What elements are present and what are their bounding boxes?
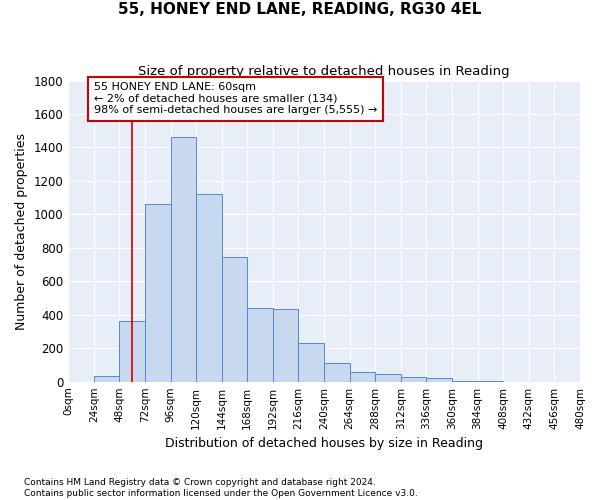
Bar: [247, 308, 273, 382]
Bar: [298, 343, 324, 382]
Bar: [119, 322, 145, 382]
Title: Size of property relative to detached houses in Reading: Size of property relative to detached ho…: [138, 65, 510, 78]
Bar: [196, 194, 222, 382]
Bar: [145, 204, 170, 382]
Bar: [478, 381, 503, 382]
Bar: [452, 381, 478, 382]
Bar: [375, 374, 401, 382]
Bar: [273, 309, 298, 382]
Bar: [170, 136, 196, 382]
Y-axis label: Number of detached properties: Number of detached properties: [15, 132, 28, 330]
Bar: [94, 376, 119, 382]
Bar: [427, 378, 452, 382]
Bar: [222, 257, 247, 382]
Text: 55 HONEY END LANE: 60sqm
← 2% of detached houses are smaller (134)
98% of semi-d: 55 HONEY END LANE: 60sqm ← 2% of detache…: [94, 82, 377, 116]
Bar: [324, 364, 350, 382]
Text: Contains HM Land Registry data © Crown copyright and database right 2024.
Contai: Contains HM Land Registry data © Crown c…: [24, 478, 418, 498]
X-axis label: Distribution of detached houses by size in Reading: Distribution of detached houses by size …: [165, 437, 483, 450]
Text: 55, HONEY END LANE, READING, RG30 4EL: 55, HONEY END LANE, READING, RG30 4EL: [118, 2, 482, 18]
Bar: [350, 372, 375, 382]
Bar: [401, 378, 427, 382]
